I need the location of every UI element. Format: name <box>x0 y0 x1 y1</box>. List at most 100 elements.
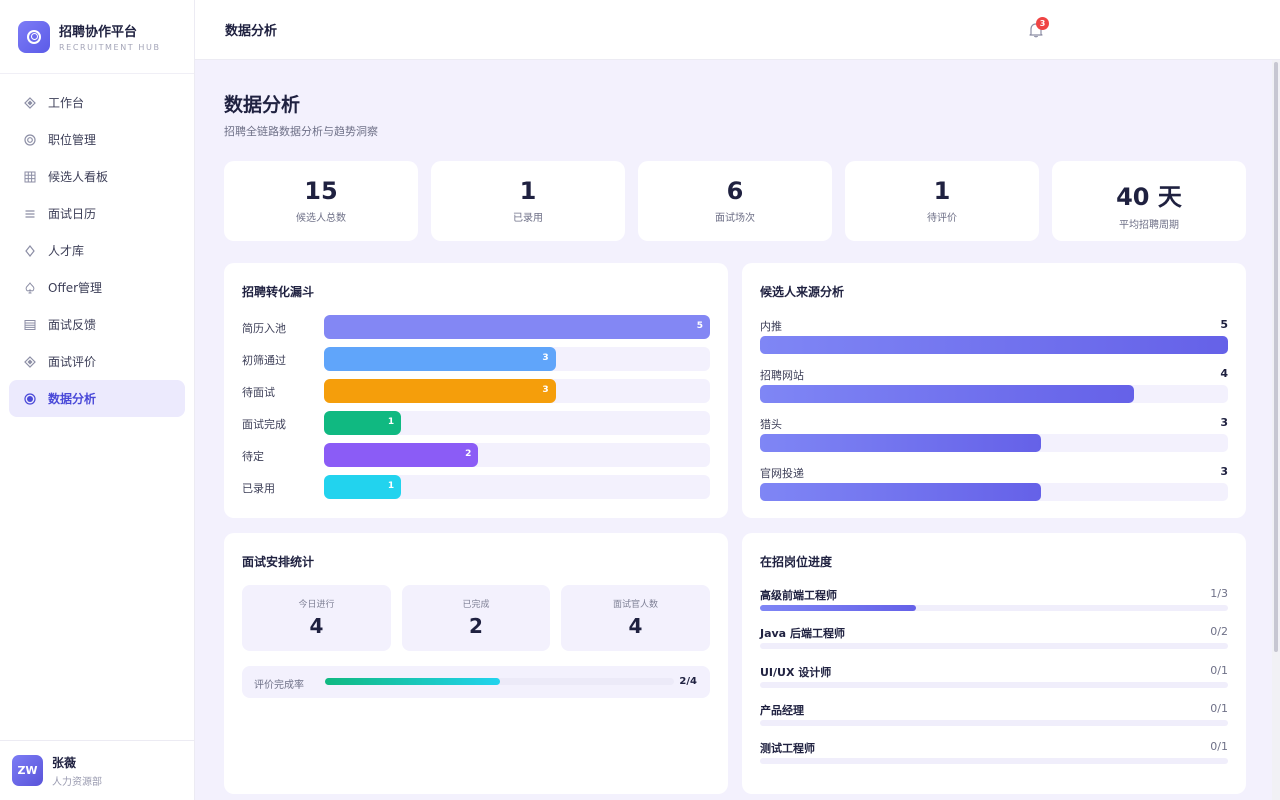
card-title: 招聘转化漏斗 <box>242 285 315 299</box>
position-row: 产品经理 0/1 <box>760 702 1228 732</box>
source-label: 招聘网站 <box>760 369 804 382</box>
topbar-title: 数据分析 <box>225 24 278 39</box>
interview-completed: 已完成 2 <box>402 585 550 651</box>
funnel-track: 3 <box>324 347 710 371</box>
card-title: 在招岗位进度 <box>760 555 833 569</box>
funnel-value: 5 <box>696 321 703 331</box>
table-icon <box>23 318 37 332</box>
sidebar-item-feedback[interactable]: 面试反馈 <box>9 306 185 343</box>
sidebar-item-label: 职位管理 <box>48 133 97 147</box>
sidebar-item-calendar[interactable]: 面试日历 <box>9 195 185 232</box>
sidebar-item-offer[interactable]: Offer管理 <box>9 269 185 306</box>
sidebar-item-label: Offer管理 <box>48 281 103 295</box>
sidebar-item-jobs[interactable]: 职位管理 <box>9 121 185 158</box>
avatar: ZW <box>12 755 43 786</box>
stat-label: 候选人总数 <box>296 213 346 224</box>
funnel-value: 1 <box>387 481 395 491</box>
list-icon <box>23 207 37 221</box>
page-subtitle: 招聘全链路数据分析与趋势洞察 <box>224 125 378 138</box>
sidebar-item-label: 面试反馈 <box>48 318 97 332</box>
position-track <box>760 719 1228 726</box>
funnel-bar: 3 <box>324 379 556 403</box>
diamond-icon <box>23 96 37 110</box>
sidebar-item-label: 人才库 <box>48 244 85 258</box>
source-value: 3 <box>1220 416 1228 429</box>
position-label: UI/UX 设计师 <box>760 665 832 679</box>
funnel-bar: 1 <box>324 411 402 435</box>
rate-progress-bar <box>325 678 500 685</box>
funnel-row: 待定 2 <box>242 443 710 467</box>
grid-icon <box>23 170 37 184</box>
stat-card-hired: 1 已录用 <box>431 161 625 241</box>
funnel-bar: 1 <box>324 475 402 499</box>
scrollbar-thumb[interactable] <box>1274 62 1278 652</box>
funnel-row: 简历入池 5 <box>242 315 710 339</box>
funnel-value: 3 <box>542 353 549 363</box>
mini-label: 已完成 <box>462 600 490 610</box>
stat-value: 15 <box>304 177 338 205</box>
interviewer-count: 面试官人数 4 <box>561 585 710 651</box>
funnel-value: 3 <box>542 385 549 395</box>
topbar: 数据分析 <box>195 0 1280 60</box>
stat-label: 已录用 <box>513 213 543 224</box>
star-diamond-icon <box>23 355 37 369</box>
brand-title: 招聘协作平台 <box>59 25 138 40</box>
source-value: 4 <box>1220 367 1228 380</box>
rate-label: 评价完成率 <box>254 680 304 691</box>
brand-subtitle: RECRUITMENT HUB <box>59 43 161 52</box>
notification-badge[interactable]: 3 <box>1036 17 1049 30</box>
source-label: 猎头 <box>760 418 782 431</box>
source-label: 官网投递 <box>760 467 804 480</box>
source-row: 内推 5 <box>760 318 1228 358</box>
source-row: 招聘网站 4 <box>760 367 1228 407</box>
position-progress-text: 0/1 <box>1210 701 1228 715</box>
sidebar-nav: 工作台 职位管理 候选人看板 面试日历 人才库 Offer管理 面试反馈 面试 <box>0 74 194 417</box>
source-value: 5 <box>1220 318 1228 331</box>
position-label: 产品经理 <box>760 703 804 717</box>
source-track <box>760 336 1228 354</box>
stat-card-pending-review: 1 待评价 <box>845 161 1039 241</box>
sidebar-item-label: 面试评价 <box>48 355 97 369</box>
source-track <box>760 385 1228 403</box>
position-row: Java 后端工程师 0/2 <box>760 625 1228 655</box>
sidebar-item-analytics[interactable]: 数据分析 <box>9 380 185 417</box>
rate-track <box>325 678 674 685</box>
position-track <box>760 643 1228 650</box>
funnel-card: 招聘转化漏斗 简历入池 5 初筛通过 3 待面试 3 面试完成 1 待定 2 已录用 1 <box>224 263 728 518</box>
source-card: 候选人来源分析 内推 5 招聘网站 4 猎头 3 官网投递 3 <box>742 263 1246 518</box>
source-track <box>760 434 1228 452</box>
source-row: 官网投递 3 <box>760 465 1228 505</box>
funnel-value: 1 <box>387 417 395 427</box>
sidebar: 招聘协作平台 RECRUITMENT HUB 工作台 职位管理 候选人看板 面试… <box>0 0 195 800</box>
sidebar-item-dashboard[interactable]: 工作台 <box>9 84 185 121</box>
sidebar-item-candidates[interactable]: 候选人看板 <box>9 158 185 195</box>
position-row: 测试工程师 0/1 <box>760 740 1228 770</box>
funnel-track: 5 <box>324 315 710 339</box>
funnel-bar: 3 <box>324 347 556 371</box>
stat-value: 1 <box>519 177 537 205</box>
sidebar-item-label: 候选人看板 <box>48 170 109 184</box>
sidebar-item-evaluation[interactable]: 面试评价 <box>9 343 185 380</box>
source-label: 内推 <box>760 320 782 333</box>
position-row: UI/UX 设计师 0/1 <box>760 664 1228 694</box>
position-progress-bar <box>760 605 916 611</box>
funnel-label: 初筛通过 <box>242 354 286 367</box>
position-label: 高级前端工程师 <box>760 589 837 602</box>
page-title: 数据分析 <box>224 94 301 116</box>
positions-card: 在招岗位进度 高级前端工程师 1/3 Java 后端工程师 0/2 UI/UX 设计师 0… <box>742 533 1246 794</box>
funnel-track: 2 <box>324 443 710 467</box>
logo-icon <box>18 20 50 53</box>
mini-label: 今日进行 <box>298 600 335 610</box>
user-profile[interactable]: ZW 张薇 人力资源部 <box>0 740 195 800</box>
mini-value: 4 <box>309 614 324 638</box>
sidebar-item-talent-pool[interactable]: 人才库 <box>9 232 185 269</box>
funnel-track: 1 <box>324 411 710 435</box>
mini-value: 4 <box>628 614 643 638</box>
source-bar <box>760 385 1135 403</box>
target-icon <box>23 133 37 147</box>
position-label: Java 后端工程师 <box>760 627 845 641</box>
brand: 招聘协作平台 RECRUITMENT HUB <box>0 0 194 74</box>
funnel-track: 3 <box>324 379 710 403</box>
position-progress-text: 0/2 <box>1210 625 1228 639</box>
stat-value: 1 <box>933 177 951 205</box>
